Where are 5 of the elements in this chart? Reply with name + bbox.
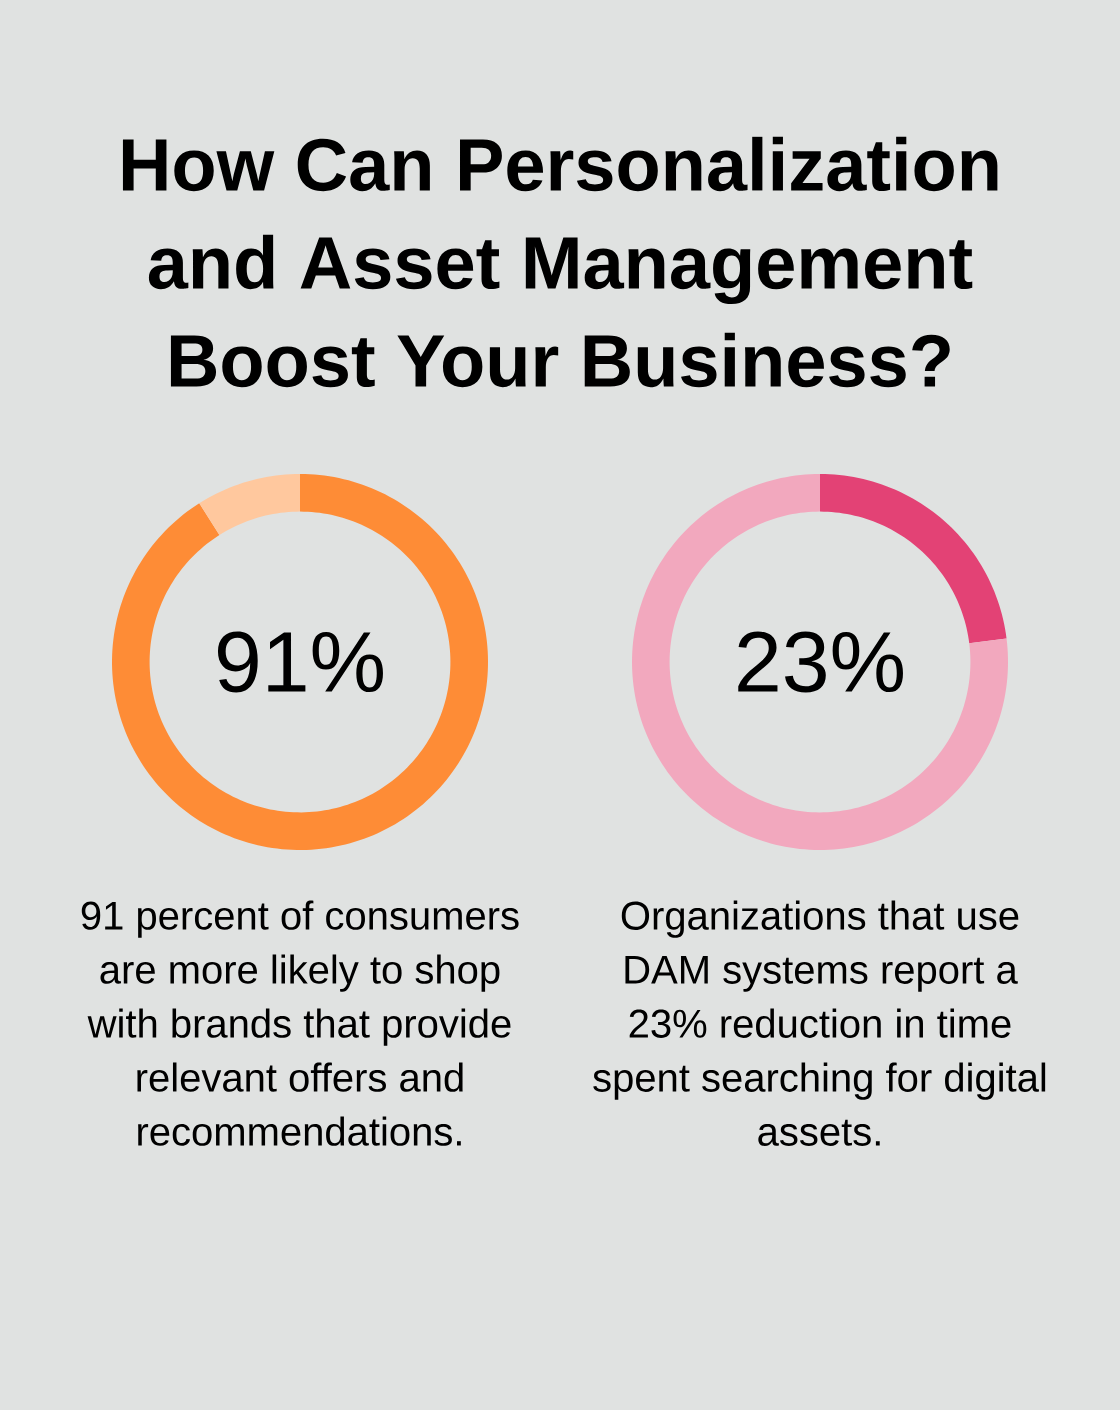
- data-label: 23%: [738, 631, 903, 693]
- chart-title: How Can Personalization and Asset Management Boost Your Business?: [122, 136, 998, 388]
- text: Organizations that use DAM systems report a 23% reduction in time spent searching for digital assets.: [593, 900, 1046, 1146]
- data-label: 91%: [217, 631, 383, 693]
- text: 91 percent of consumers are more likely to shop with brands that provide relevant offers and recommendations.: [81, 900, 519, 1146]
